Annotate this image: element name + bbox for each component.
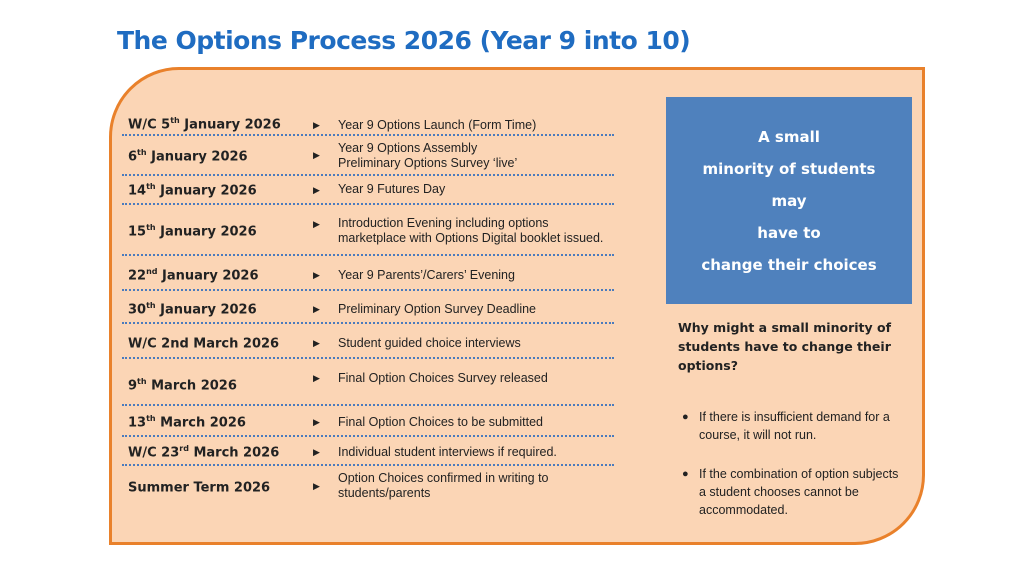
page-title: The Options Process 2026 (Year 9 into 10…: [117, 26, 691, 55]
row-date: 13th March 2026: [128, 414, 246, 431]
reason-text: If there is insufficient demand for a co…: [699, 410, 890, 442]
row-date: 15th January 2026: [128, 223, 257, 240]
arrow-icon: ▶: [313, 150, 320, 160]
row-description: Year 9 Parents’/Carers’ Evening: [338, 268, 515, 282]
row-separator: [122, 464, 614, 466]
row-separator: [122, 134, 614, 136]
arrow-icon: ▶: [313, 338, 320, 348]
arrow-icon: ▶: [313, 417, 320, 427]
row-date: Summer Term 2026: [128, 480, 271, 496]
row-separator: [122, 357, 614, 359]
row-date: 22nd January 2026: [128, 267, 259, 284]
reason-text: If the combination of option subjects a …: [699, 467, 899, 517]
row-date: W/C 23rd March 2026: [128, 444, 280, 461]
bullet-icon: ●: [682, 468, 689, 480]
row-date: W/C 2nd March 2026: [128, 336, 280, 352]
callout-box: A small minority of students may have to…: [666, 97, 912, 304]
arrow-icon: ▶: [313, 120, 320, 130]
arrow-icon: ▶: [313, 304, 320, 314]
arrow-icon: ▶: [313, 481, 320, 491]
row-date: 14th January 2026: [128, 182, 257, 199]
arrow-icon: ▶: [313, 219, 320, 229]
row-description: Year 9 Futures Day: [338, 182, 446, 196]
row-description: Option Choices confirmed in writing to st…: [338, 471, 549, 500]
arrow-icon: ▶: [313, 373, 320, 383]
row-date: 6th January 2026: [128, 148, 248, 165]
row-description: Introduction Evening including options ma…: [338, 216, 604, 245]
bullet-icon: ●: [682, 411, 689, 423]
callout-line: minority of students: [702, 159, 876, 178]
row-description: Individual student interviews if require…: [338, 445, 557, 459]
row-description: Year 9 Options Assembly Preliminary Optio…: [338, 141, 518, 170]
arrow-icon: ▶: [313, 270, 320, 280]
row-description: Student guided choice interviews: [338, 336, 521, 350]
row-separator: [122, 322, 614, 324]
row-description: Preliminary Option Survey Deadline: [338, 302, 537, 316]
row-date: 9th March 2026: [128, 377, 237, 394]
question-heading: Why might a small minority of students h…: [678, 320, 892, 373]
row-separator: [122, 203, 614, 205]
row-separator: [122, 289, 614, 291]
callout-line: may: [771, 191, 807, 210]
row-description: Final Option Choices Survey released: [338, 371, 548, 385]
callout-line: change their choices: [701, 255, 877, 274]
row-separator: [122, 435, 614, 437]
callout-line: A small: [758, 127, 820, 146]
arrow-icon: ▶: [313, 447, 320, 457]
callout-line: have to: [757, 223, 821, 242]
row-separator: [122, 404, 614, 406]
row-description: Year 9 Options Launch (Form Time): [338, 118, 537, 132]
row-date: 30th January 2026: [128, 301, 257, 318]
row-date: W/C 5th January 2026: [128, 116, 281, 133]
row-description: Final Option Choices to be submitted: [338, 415, 543, 429]
arrow-icon: ▶: [313, 185, 320, 195]
row-separator: [122, 254, 614, 256]
row-separator: [122, 174, 614, 176]
